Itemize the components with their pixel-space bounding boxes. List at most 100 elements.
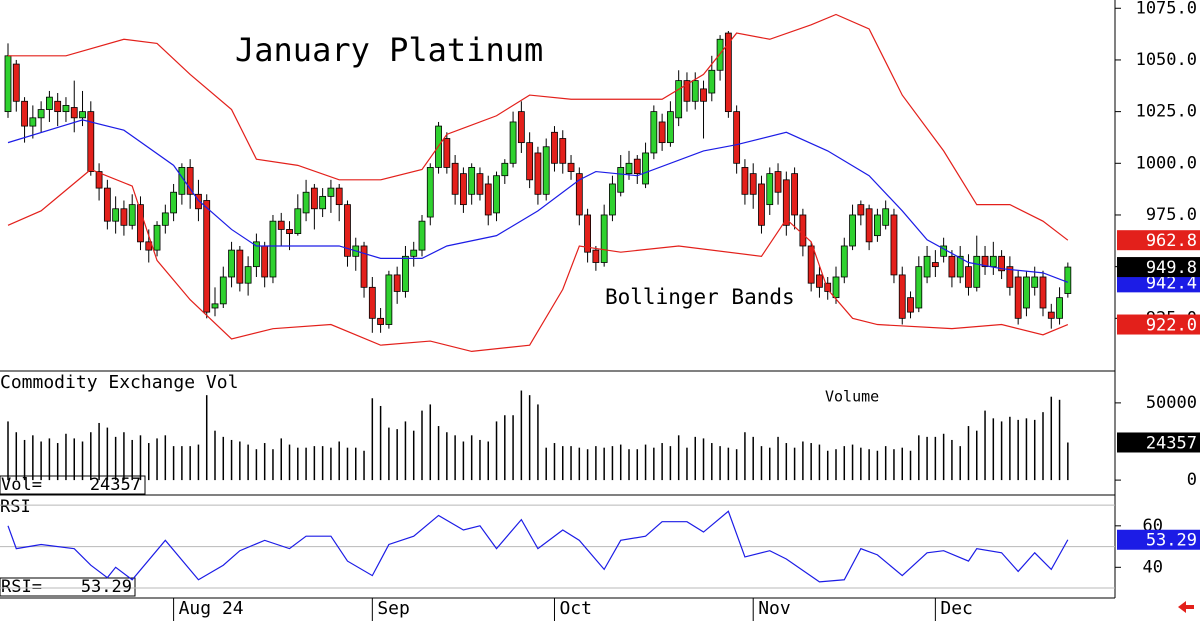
panel-title: Commodity Exchange Vol xyxy=(0,372,238,393)
candle-body xyxy=(551,131,558,164)
rsi-line xyxy=(7,510,1069,583)
candle-body xyxy=(724,32,732,113)
value-box xyxy=(1117,432,1200,453)
candle-body xyxy=(62,105,70,113)
candle-body xyxy=(766,173,774,206)
candle-body xyxy=(21,100,28,127)
candle-body xyxy=(46,96,53,110)
candle-body xyxy=(981,255,989,268)
candle-body xyxy=(642,152,649,185)
x-tick-label: Sep xyxy=(377,598,410,619)
candle-body xyxy=(774,171,782,193)
y-tick-label: 1025.0 xyxy=(1136,102,1197,122)
candle-body xyxy=(998,255,1005,272)
candle-body xyxy=(758,183,765,226)
candle-body xyxy=(269,220,277,278)
y-tick-label: 0 xyxy=(1187,470,1197,490)
value-box xyxy=(1117,314,1200,335)
candle-body xyxy=(1047,311,1055,319)
panel-title: RSI xyxy=(0,497,31,517)
candle-body xyxy=(584,214,591,253)
candle-body xyxy=(857,204,865,216)
candle-body xyxy=(402,255,409,292)
candle-body xyxy=(79,111,86,119)
y-tick-label: 1075.0 xyxy=(1136,0,1197,18)
candle-body xyxy=(700,88,707,102)
candle-body xyxy=(907,297,914,313)
candle-body xyxy=(749,173,757,195)
candle-body xyxy=(476,173,484,195)
candle-body xyxy=(244,266,252,284)
x-tick-label: Dec xyxy=(940,598,973,619)
candle-body xyxy=(683,80,691,102)
candle-body xyxy=(277,220,285,230)
value-box-label: 942.4 xyxy=(1146,273,1197,293)
candle-body xyxy=(716,38,724,71)
candle-body xyxy=(95,171,103,189)
candle-body xyxy=(600,214,608,263)
value-box xyxy=(1117,272,1200,293)
candle-body xyxy=(344,204,351,257)
candle-body xyxy=(534,152,542,195)
candle-body xyxy=(956,255,964,278)
candle-body xyxy=(252,241,260,268)
candle-body xyxy=(54,100,62,113)
candle-body xyxy=(219,276,227,305)
candle-body xyxy=(368,286,376,319)
candle-body xyxy=(865,208,873,243)
candle-body xyxy=(1006,266,1014,288)
value-box-label: 24357 xyxy=(1146,433,1197,453)
candle-body xyxy=(691,80,699,102)
readout-value: 24357 xyxy=(90,475,141,495)
candle-body xyxy=(112,208,120,222)
candle-body xyxy=(832,276,840,299)
candle-body xyxy=(310,187,318,210)
candle-body xyxy=(418,220,426,251)
candle-body xyxy=(965,266,972,288)
candle-body xyxy=(791,173,798,216)
candle-body xyxy=(675,80,683,119)
candle-body xyxy=(890,214,898,276)
candle-body xyxy=(153,224,161,251)
candle-body xyxy=(236,249,244,284)
candle-body xyxy=(468,167,476,195)
candle-body xyxy=(973,255,981,288)
candle-body xyxy=(882,208,890,226)
x-tick-label: Oct xyxy=(559,598,592,619)
candle-body xyxy=(335,187,343,206)
candle-body xyxy=(575,173,583,216)
value-box-label: 962.8 xyxy=(1146,231,1197,251)
candle-body xyxy=(782,179,790,226)
candle-body xyxy=(228,249,235,278)
candle-body xyxy=(128,204,136,226)
candle-body xyxy=(360,245,368,288)
candle-body xyxy=(1023,276,1030,309)
candle-body xyxy=(459,173,467,206)
candle-body xyxy=(161,212,169,226)
value-box-label: 922.0 xyxy=(1146,316,1197,336)
candle-body xyxy=(708,69,716,94)
candle-body xyxy=(915,266,923,309)
candle-body xyxy=(286,229,293,234)
candle-body xyxy=(37,109,45,119)
candle-body xyxy=(203,200,211,313)
candle-body xyxy=(484,183,492,216)
candle-body xyxy=(898,274,906,319)
candle-body xyxy=(261,245,269,278)
candle-body xyxy=(70,107,78,119)
chart-title: January Platinum xyxy=(235,31,543,69)
x-tick-label: Aug 24 xyxy=(179,598,244,619)
candle-body xyxy=(302,191,310,214)
candle-body xyxy=(517,111,525,144)
candle-body xyxy=(542,146,550,195)
candle-body xyxy=(617,167,625,193)
candle-body xyxy=(799,214,807,247)
y-tick-label: 975.0 xyxy=(1146,205,1197,225)
y-tick-label: 50000 xyxy=(1146,393,1197,413)
scroll-arrow[interactable] xyxy=(1178,601,1194,613)
candle-body xyxy=(170,191,178,214)
candle-body xyxy=(120,208,128,226)
candle-body xyxy=(319,195,327,210)
